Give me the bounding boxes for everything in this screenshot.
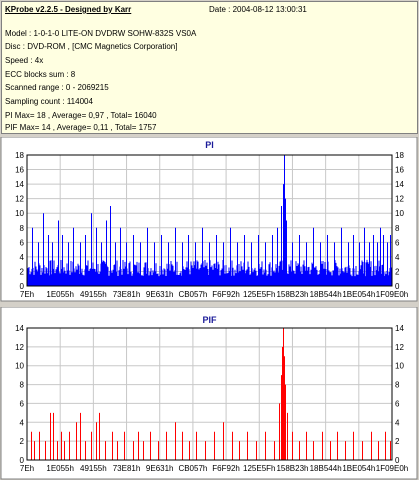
x-tick-label: CB057h <box>178 464 207 473</box>
y-tick-label-right: 0 <box>395 456 400 465</box>
y-tick-label-right: 2 <box>395 267 400 276</box>
ecc-sum: ECC blocks sum : 8 <box>5 70 76 79</box>
y-tick-label-left: 4 <box>20 418 25 427</box>
y-tick-label-left: 8 <box>20 381 25 390</box>
y-tick-label-right: 14 <box>395 324 404 333</box>
y-tick-label-left: 12 <box>15 195 24 204</box>
pi-chart: PI 0 0 2 2 4 4 6 6 8 8 10 10 12 12 14 14 16 16 18 18 7Eh 1E055… <box>0 137 418 302</box>
x-tick-label: 1BE054h <box>342 464 375 473</box>
y-tick-label-right: 12 <box>395 195 404 204</box>
x-tick-label: 7Eh <box>20 464 34 473</box>
x-tick-label: 1E055h <box>46 290 74 299</box>
y-tick-label-right: 4 <box>395 418 400 427</box>
y-tick-label-right: 12 <box>395 343 404 352</box>
y-tick-label-left: 16 <box>15 166 24 175</box>
sampling-count: Sampling count : 114004 <box>5 97 93 106</box>
scan-speed: Speed : 4x <box>5 56 44 65</box>
y-tick-label-left: 10 <box>15 362 24 371</box>
x-tick-label: 18B544h <box>310 464 342 473</box>
y-tick-label-left: 0 <box>20 456 25 465</box>
y-tick-label-right: 6 <box>395 238 400 247</box>
x-tick-label: 158B23h <box>276 464 308 473</box>
y-tick-label-left: 2 <box>20 267 25 276</box>
y-tick-label-left: 14 <box>15 324 24 333</box>
y-tick-label-left: 2 <box>20 437 25 446</box>
pi-stats: PI Max= 18 , Average= 0,97 , Total= 1604… <box>5 111 157 120</box>
x-tick-label: 73E81h <box>113 464 141 473</box>
plot-border <box>26 327 393 461</box>
chart-title: PI <box>205 140 214 150</box>
x-tick-label: 1E055h <box>46 464 74 473</box>
y-tick-label-right: 2 <box>395 437 400 446</box>
y-tick-label-left: 14 <box>15 180 24 189</box>
x-tick-label: 1BE054h <box>342 290 375 299</box>
x-tick-label: F6F92h <box>212 464 240 473</box>
y-tick-label-right: 14 <box>395 180 404 189</box>
info-panel: KProbe v2.2.5 - Designed by Karr Date : … <box>1 1 418 134</box>
x-tick-label: 158B23h <box>276 290 308 299</box>
x-tick-label: 73E81h <box>113 290 141 299</box>
y-tick-label-right: 10 <box>395 209 404 218</box>
plot-area <box>26 327 393 461</box>
y-tick-label-left: 0 <box>20 282 25 291</box>
y-tick-label-right: 8 <box>395 224 400 233</box>
y-tick-label-right: 8 <box>395 381 400 390</box>
y-tick-label-left: 4 <box>20 253 25 262</box>
x-tick-label: 49155h <box>80 290 107 299</box>
x-tick-label: 125E5Fh <box>243 464 275 473</box>
x-tick-label: F6F92h <box>212 290 240 299</box>
y-tick-label-right: 10 <box>395 362 404 371</box>
x-tick-label: 1F09E0h <box>376 464 408 473</box>
scan-date: Date : 2004-08-12 13:00:31 <box>209 5 307 14</box>
y-tick-label-right: 0 <box>395 282 400 291</box>
x-tick-label: 125E5Fh <box>243 290 275 299</box>
y-tick-label-left: 8 <box>20 224 25 233</box>
x-tick-label: 1F09E0h <box>376 290 408 299</box>
plot-border <box>26 154 393 287</box>
x-tick-label: 9E631h <box>146 464 174 473</box>
pif-chart: PIF 0 0 2 2 4 4 6 6 8 8 10 10 12 12 14 14 7Eh 1E055h 49155h… <box>0 307 418 480</box>
chart-title: PIF <box>202 315 217 325</box>
x-tick-label: 9E631h <box>146 290 174 299</box>
y-tick-label-left: 6 <box>20 399 25 408</box>
x-tick-label: 18B544h <box>310 290 342 299</box>
y-tick-label-left: 6 <box>20 238 25 247</box>
x-tick-label: CB057h <box>178 290 207 299</box>
y-tick-label-left: 12 <box>15 343 24 352</box>
drive-model: Model : 1-0-1-0 LITE-ON DVDRW SOHW-832S … <box>5 29 197 38</box>
y-tick-label-left: 18 <box>15 151 24 160</box>
y-tick-label-left: 10 <box>15 209 24 218</box>
app-title: KProbe v2.2.5 - Designed by Karr <box>5 5 132 14</box>
pif-stats: PIF Max= 14 , Average= 0,11 , Total= 175… <box>5 123 157 132</box>
x-tick-label: 49155h <box>80 464 107 473</box>
y-tick-label-right: 4 <box>395 253 400 262</box>
x-tick-label: 7Eh <box>20 290 34 299</box>
scanned-range: Scanned range : 0 - 2069215 <box>5 83 109 92</box>
y-tick-label-right: 6 <box>395 399 400 408</box>
y-tick-label-right: 16 <box>395 166 404 175</box>
y-tick-label-right: 18 <box>395 151 404 160</box>
disc-type: Disc : DVD-ROM , [CMC Magnetics Corporat… <box>5 42 178 51</box>
